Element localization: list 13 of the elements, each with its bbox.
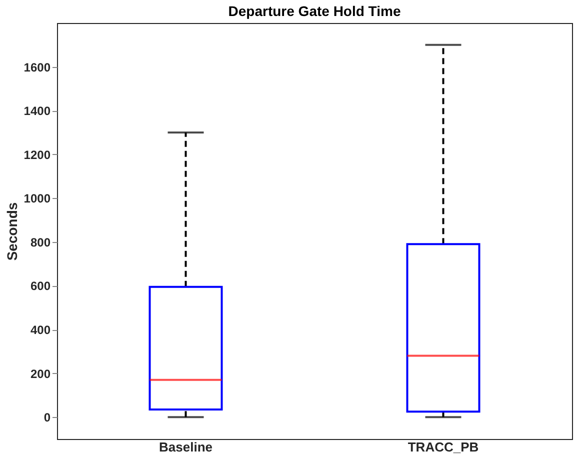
y-axis-title: Seconds [4,202,20,261]
chart-title: Departure Gate Hold Time [228,3,401,19]
y-tick-label: 1400 [24,104,51,118]
x-tick-label: TRACC_PB [408,440,479,454]
y-tick-label: 1600 [24,60,51,74]
y-tick-label: 600 [30,279,51,294]
y-tick-label: 800 [30,235,51,250]
y-tick-label: 1200 [24,148,51,162]
y-tick-label: 1000 [24,192,51,206]
y-tick-label: 200 [30,366,51,381]
y-tick-label: 0 [44,410,51,425]
x-tick-label: Baseline [159,440,212,454]
y-tick-label: 400 [30,323,51,338]
